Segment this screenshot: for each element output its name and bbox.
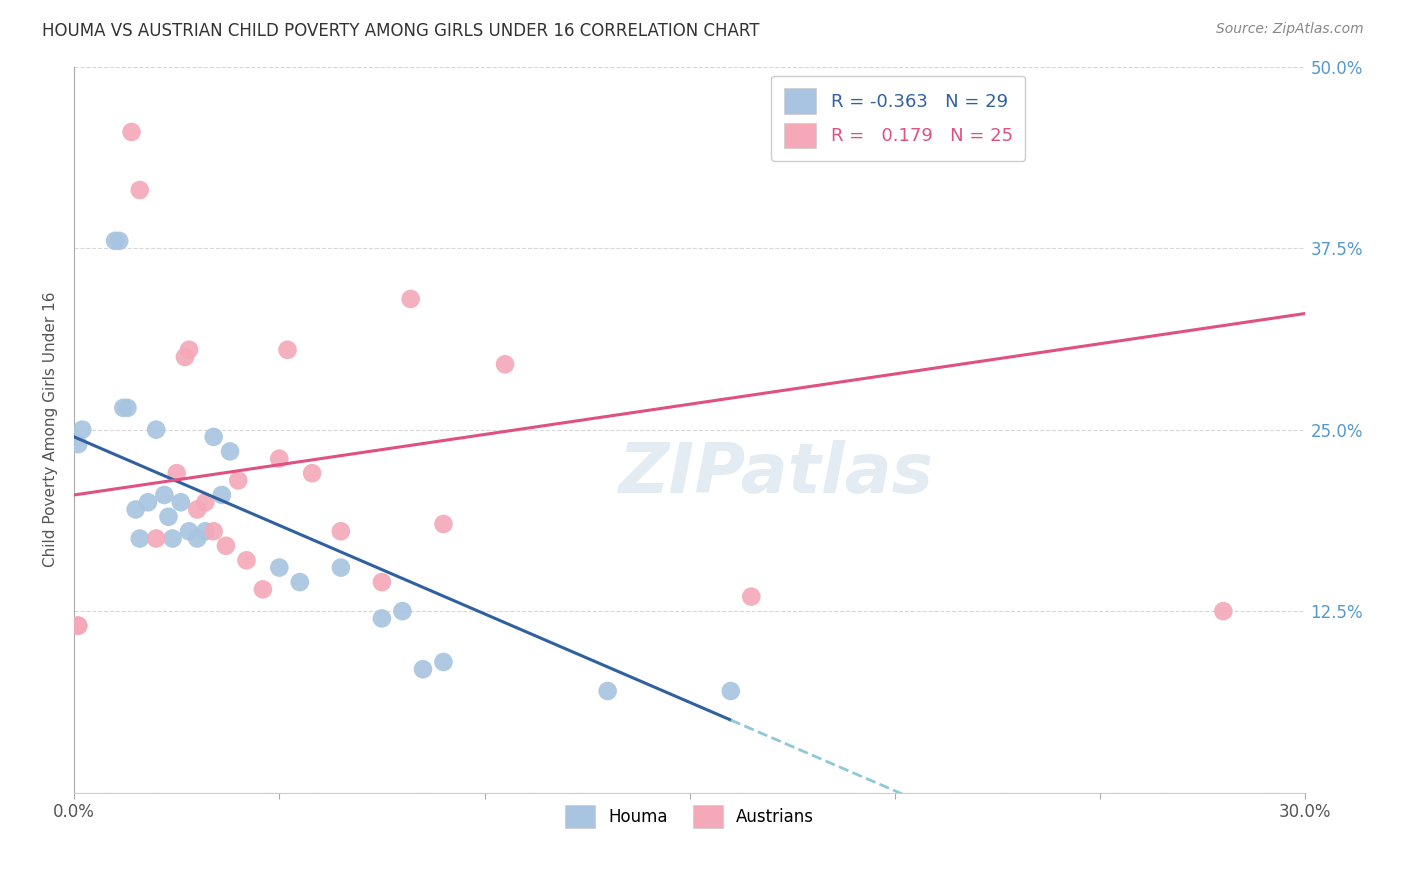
Y-axis label: Child Poverty Among Girls Under 16: Child Poverty Among Girls Under 16 (44, 292, 58, 567)
Point (145, 423, 167, 437)
Point (145, 532, 167, 546)
Point (371, 575, 394, 590)
Point (391, 604, 413, 618)
Point (329, 560, 352, 574)
Point (269, 451, 291, 466)
Point (174, 350, 197, 364)
Point (166, 466, 188, 480)
Point (136, 495, 159, 509)
Point (104, 234, 127, 248)
Text: ZIPatlas: ZIPatlas (619, 440, 934, 507)
Point (177, 343, 200, 357)
Point (170, 495, 193, 509)
Point (112, 401, 135, 415)
Point (412, 662, 434, 676)
Point (67, 618, 90, 632)
Point (202, 524, 225, 539)
Point (117, 401, 139, 415)
Point (432, 516, 454, 531)
Legend: Houma, Austrians: Houma, Austrians (558, 798, 821, 835)
Point (128, 183, 150, 197)
Point (276, 343, 298, 357)
Point (121, 125, 143, 139)
Point (67, 437, 90, 451)
Point (226, 474, 249, 488)
Point (108, 234, 131, 248)
Text: HOUMA VS AUSTRIAN CHILD POVERTY AMONG GIRLS UNDER 16 CORRELATION CHART: HOUMA VS AUSTRIAN CHILD POVERTY AMONG GI… (42, 22, 759, 40)
Point (211, 488, 233, 502)
Point (72, 423, 94, 437)
Point (215, 539, 238, 553)
Point (186, 502, 208, 516)
Point (186, 532, 208, 546)
Point (399, 292, 422, 306)
Point (177, 524, 200, 539)
Point (162, 532, 184, 546)
Point (432, 655, 454, 669)
Point (124, 502, 146, 516)
Point (301, 466, 323, 480)
Point (720, 684, 742, 698)
Point (1212, 604, 1234, 618)
Text: Source: ZipAtlas.com: Source: ZipAtlas.com (1216, 22, 1364, 37)
Point (67, 618, 90, 632)
Point (288, 575, 311, 590)
Point (235, 553, 257, 567)
Point (128, 532, 150, 546)
Point (219, 444, 242, 458)
Point (157, 509, 180, 524)
Point (153, 488, 176, 502)
Point (371, 611, 394, 625)
Point (194, 524, 217, 539)
Point (269, 560, 291, 574)
Point (494, 357, 516, 371)
Point (596, 684, 619, 698)
Point (740, 590, 762, 604)
Point (194, 495, 217, 509)
Point (252, 582, 274, 597)
Point (202, 430, 225, 444)
Point (329, 524, 352, 539)
